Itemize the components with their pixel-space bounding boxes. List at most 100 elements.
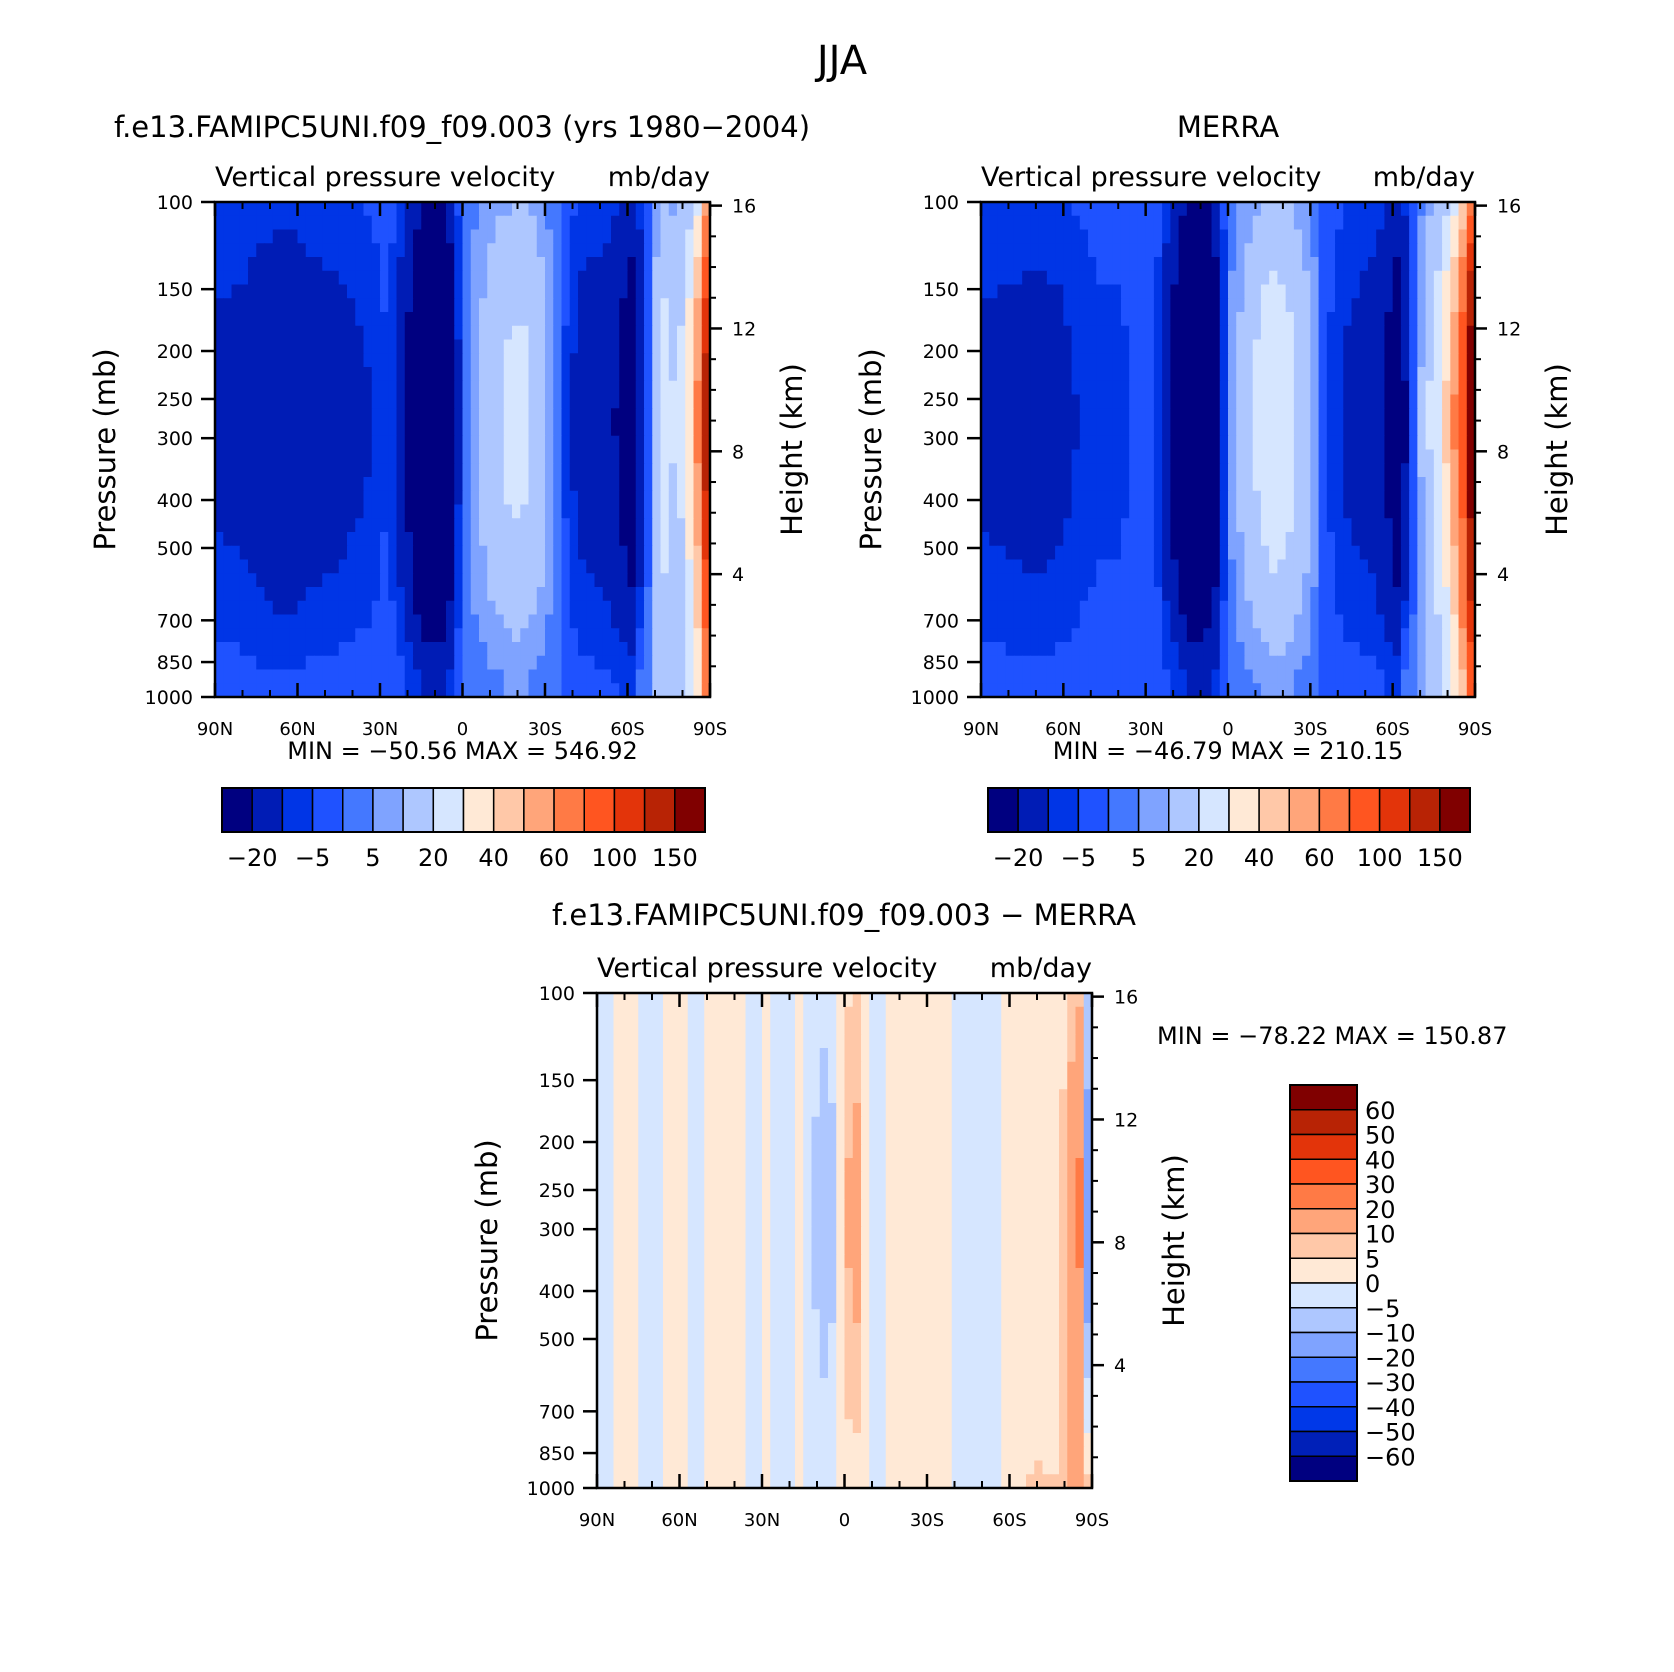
- heatmap-cell: [1466, 614, 1476, 629]
- heatmap-cell: [1277, 518, 1287, 533]
- heatmap-cell: [421, 532, 431, 547]
- heatmap-cell: [495, 614, 505, 629]
- heatmap-cell: [569, 532, 579, 547]
- heatmap-cell: [1433, 642, 1443, 657]
- heatmap-cell: [1318, 614, 1328, 629]
- heatmap-cell: [1038, 545, 1048, 561]
- heatmap-cell: [1326, 353, 1336, 368]
- heatmap-cell: [1384, 325, 1394, 341]
- heatmap-cell: [371, 669, 381, 684]
- heatmap-cell: [1063, 573, 1073, 588]
- heatmap-cell: [685, 202, 695, 217]
- heatmap-cell: [997, 642, 1007, 657]
- colorbar-swatch: [523, 787, 555, 833]
- heatmap-cell: [1417, 559, 1427, 574]
- heatmap-cell: [1013, 490, 1023, 506]
- heatmap-cell: [495, 504, 505, 519]
- heatmap-cell: [347, 477, 356, 492]
- heatmap-cell: [1030, 669, 1040, 684]
- heatmap-cell: [1162, 463, 1171, 478]
- heatmap-cell: [1417, 229, 1427, 244]
- heatmap-cell: [997, 243, 1007, 258]
- heatmap-cell: [1450, 642, 1460, 657]
- heatmap-cell: [989, 600, 999, 616]
- heatmap-cell: [470, 353, 480, 368]
- heatmap-cell: [770, 1048, 780, 1063]
- heatmap-cell: [1063, 243, 1073, 258]
- heatmap-cell: [1120, 642, 1130, 657]
- heatmap-cell: [272, 215, 282, 231]
- heatmap-cell: [1277, 463, 1287, 478]
- heatmap-cell: [1269, 257, 1278, 272]
- heatmap-cell: [1211, 600, 1221, 616]
- heatmap-cell: [239, 573, 249, 588]
- heatmap-cell: [256, 683, 266, 698]
- heatmap-cell: [1030, 325, 1040, 341]
- heatmap-cell: [355, 463, 365, 478]
- heatmap-cell: [1326, 394, 1336, 409]
- heatmap-cell: [1055, 655, 1064, 671]
- heatmap-cell: [388, 587, 398, 602]
- heatmap-cell: [231, 545, 241, 561]
- heatmap-cell: [1302, 669, 1311, 684]
- heatmap-cell: [470, 573, 480, 588]
- heatmap-cell: [1186, 545, 1196, 561]
- heatmap-cell: [1203, 353, 1213, 368]
- heatmap-cell: [997, 628, 1007, 643]
- heatmap-cell: [1244, 367, 1254, 382]
- x-tick-label: 30S: [1293, 719, 1327, 740]
- heatmap-cell: [470, 422, 480, 437]
- heatmap-cell: [597, 1006, 606, 1022]
- heatmap-cell: [297, 669, 307, 684]
- heatmap-cell: [1071, 215, 1081, 231]
- heatmap-cell: [1351, 559, 1361, 574]
- heatmap-cell: [1310, 628, 1320, 643]
- heatmap-cell: [1137, 449, 1147, 464]
- heatmap-cell: [561, 325, 571, 341]
- heatmap-cell: [553, 614, 563, 629]
- heatmap-cell: [462, 545, 472, 561]
- heatmap-cell: [1400, 298, 1410, 313]
- heatmap-cell: [594, 257, 604, 272]
- heatmap-cell: [1392, 642, 1402, 657]
- heatmap-cell: [1343, 408, 1353, 423]
- heatmap-cell: [396, 614, 406, 629]
- heatmap-cell: [536, 394, 546, 409]
- heatmap-cell: [1153, 587, 1163, 602]
- heatmap-cell: [1442, 270, 1451, 286]
- heatmap-cell: [305, 408, 315, 423]
- heatmap-cell: [256, 559, 266, 574]
- heatmap-cell: [1153, 614, 1163, 629]
- heatmap-cell: [1244, 642, 1254, 657]
- heatmap-cell: [281, 284, 290, 299]
- heatmap-cell: [289, 339, 299, 354]
- heatmap-cell: [693, 422, 703, 437]
- heatmap-cell: [660, 229, 670, 244]
- heatmap-cell: [338, 325, 348, 341]
- heatmap-cell: [454, 257, 464, 272]
- heatmap-cell: [1318, 669, 1328, 684]
- heatmap-cell: [289, 655, 299, 671]
- heatmap-cell: [1351, 408, 1361, 423]
- heatmap-cell: [231, 408, 241, 423]
- heatmap-cell: [479, 449, 488, 464]
- heatmap-cell: [1088, 655, 1097, 671]
- colorbar-swatch: [342, 787, 374, 833]
- heatmap-cell: [1203, 339, 1213, 354]
- heatmap-cell: [654, 1048, 664, 1063]
- heatmap-cell: [305, 600, 315, 616]
- heatmap-cell: [1186, 587, 1196, 602]
- heatmap-cell: [1228, 270, 1237, 286]
- heatmap-cell: [1219, 380, 1229, 396]
- heatmap-cell: [1096, 573, 1106, 588]
- heatmap-cell: [462, 339, 472, 354]
- heatmap-cell: [1096, 367, 1106, 382]
- heatmap-cell: [553, 449, 563, 464]
- heatmap-cell: [1458, 504, 1468, 519]
- heatmap-cell: [239, 394, 249, 409]
- heatmap-cell: [215, 463, 224, 478]
- heatmap-cell: [1425, 655, 1435, 671]
- heatmap-cell: [1063, 518, 1073, 533]
- heatmap-cell: [429, 518, 439, 533]
- heatmap-cell: [1417, 353, 1427, 368]
